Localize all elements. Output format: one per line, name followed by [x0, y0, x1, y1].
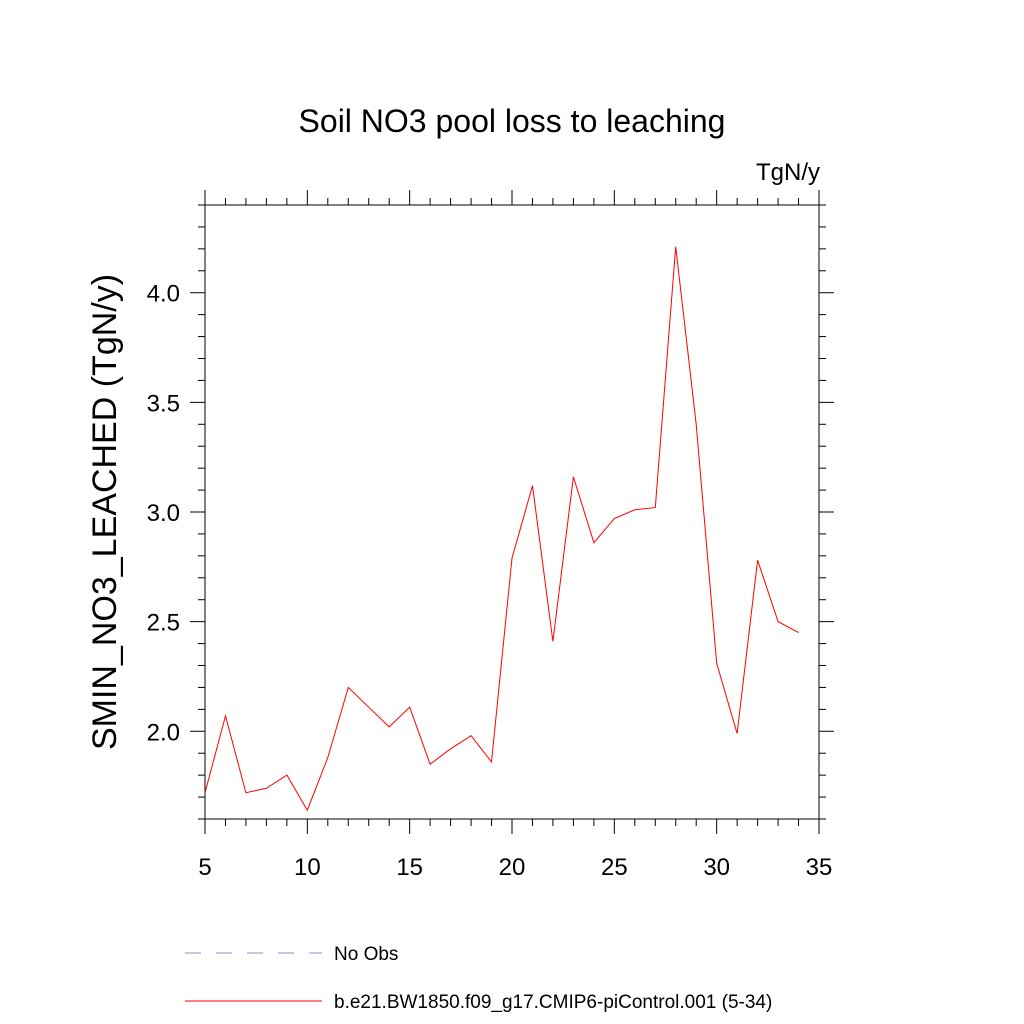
x-tick-label: 30 — [703, 854, 730, 881]
legend-label-no-obs: No Obs — [334, 944, 398, 965]
legend: No Obs b.e21.BW1850.f09_g17.CMIP6-piCont… — [185, 944, 772, 1013]
chart-title: Soil NO3 pool loss to leaching — [299, 103, 726, 139]
y-tick-label: 2.5 — [147, 610, 180, 637]
series-line — [204, 246, 799, 812]
series-group — [204, 246, 799, 812]
legend-label-model: b.e21.BW1850.f09_g17.CMIP6-piControl.001… — [334, 992, 772, 1013]
x-tick-label: 5 — [198, 854, 211, 881]
y-tick-label: 3.5 — [147, 390, 180, 417]
x-tick-label: 35 — [806, 854, 833, 881]
plot-frame — [204, 204, 820, 820]
x-tick-label: 25 — [601, 854, 628, 881]
x-tick-labels: 5 10 15 20 25 30 35 — [198, 854, 832, 881]
y-axis-label: SMIN_NO3_LEACHED (TgN/y) — [86, 274, 124, 750]
units-label: TgN/y — [756, 159, 820, 186]
y-tick-labels: 2.0 2.5 3.0 3.5 4.0 — [147, 281, 180, 747]
x-tick-label: 20 — [499, 854, 526, 881]
y-tick-label: 4.0 — [147, 281, 180, 308]
x-tick-label: 15 — [396, 854, 423, 881]
x-tick-label: 10 — [294, 854, 321, 881]
y-tick-label: 2.0 — [147, 719, 180, 746]
axis-ticks — [190, 190, 834, 834]
y-tick-label: 3.0 — [147, 500, 180, 527]
